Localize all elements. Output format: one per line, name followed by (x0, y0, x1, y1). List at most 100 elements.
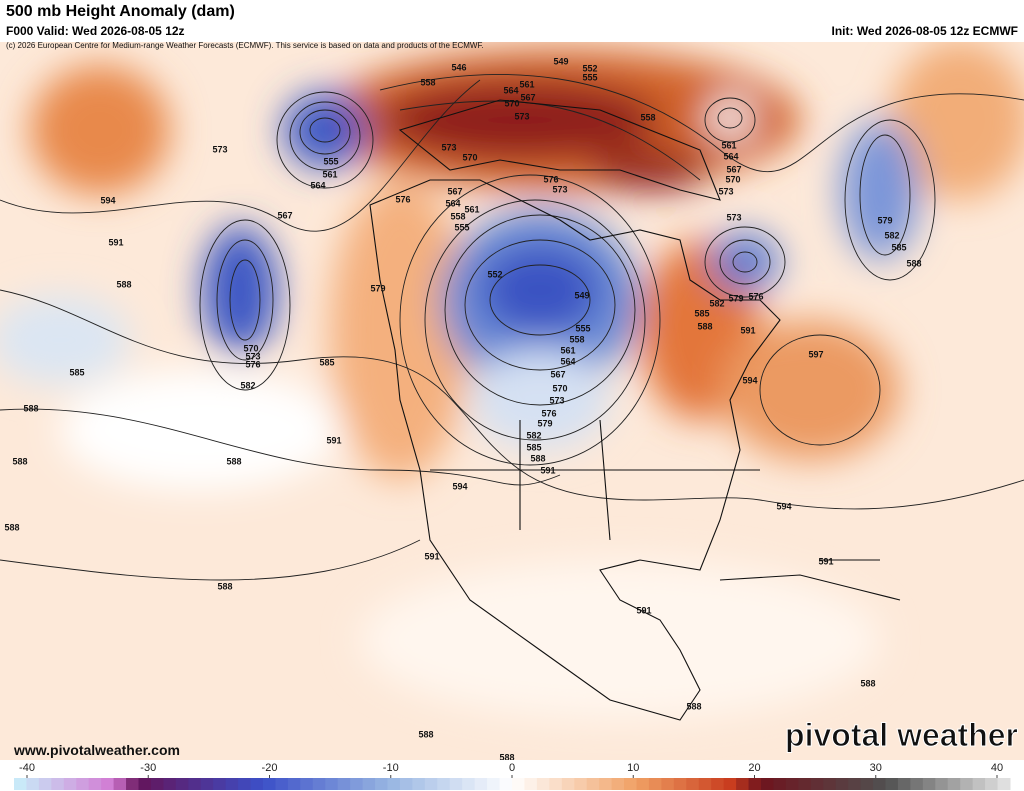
colorbar-segment (412, 778, 426, 790)
contour-label: 558 (450, 211, 465, 221)
contour-label: 573 (726, 212, 741, 222)
contour-label: 591 (636, 605, 651, 615)
contour-label: 570 (504, 98, 519, 108)
website: www.pivotalweather.com (13, 742, 180, 758)
colorbar-segment (599, 778, 613, 790)
colorbar-segment (51, 778, 65, 790)
colorbar-segment (947, 778, 961, 790)
contour-label: 573 (514, 111, 529, 121)
colorbar-segment (661, 778, 675, 790)
contour-label: 567 (550, 369, 565, 379)
colorbar-segment (287, 778, 301, 790)
colorbar-tick-label: 10 (627, 762, 639, 774)
colorbar-segment (138, 778, 152, 790)
colorbar-segment (810, 778, 824, 790)
contour-label: 561 (721, 140, 736, 150)
contour-label: 558 (420, 77, 435, 87)
colorbar-segment (636, 778, 650, 790)
contour-label: 576 (541, 408, 556, 418)
colorbar-tick-label: 20 (748, 762, 760, 774)
colorbar-segment (101, 778, 115, 790)
contour-label: 585 (526, 442, 541, 452)
contour-label: 549 (574, 290, 589, 300)
contour-label: 576 (748, 291, 763, 301)
contour-label: 591 (540, 465, 555, 475)
height-contours (0, 74, 1024, 581)
contour-label: 588 (226, 456, 241, 466)
contour-label: 570 (552, 383, 567, 393)
contour-label: 582 (709, 298, 724, 308)
colorbar-segment (188, 778, 202, 790)
colorbar-segment (88, 778, 102, 790)
contour-label: 594 (776, 501, 791, 511)
colorbar-segment (611, 778, 625, 790)
contour-label: 582 (240, 380, 255, 390)
colorbar-segment (761, 778, 774, 790)
contour-label: 561 (322, 169, 337, 179)
contour-label: 573 (212, 144, 227, 154)
colorbar-segment (985, 778, 999, 790)
coastlines (369, 99, 901, 721)
colorbar-segment (113, 778, 127, 790)
contour-label: 564 (445, 198, 460, 208)
contour-label: 588 (906, 258, 921, 268)
colorbar-segment (910, 778, 924, 790)
contour-label: 564 (503, 85, 518, 95)
colorbar-segment (26, 778, 40, 790)
contour-label: 576 (543, 174, 558, 184)
colorbar-segment (38, 778, 52, 790)
contour-label: 588 (217, 581, 232, 591)
colorbar-segment (387, 778, 401, 790)
contour-label: 561 (560, 345, 575, 355)
colorbar-segment (499, 778, 513, 790)
contour-label: 588 (23, 403, 38, 413)
valid-time: F000 Valid: Wed 2026-08-05 12z (6, 24, 185, 38)
contour-label: 588 (4, 522, 19, 532)
contour-label: 573 (549, 395, 564, 405)
contour-label: 576 (245, 359, 260, 369)
colorbar-segment (673, 778, 687, 790)
init-time: Init: Wed 2026-08-05 12z ECMWF (832, 24, 1019, 38)
contour-label: 579 (370, 283, 385, 293)
colorbar-tick-label: 40 (991, 762, 1003, 774)
contour-label: 594 (742, 375, 757, 385)
contour-label: 570 (462, 152, 477, 162)
contour-label: 579 (728, 293, 743, 303)
contour-label: 564 (310, 180, 325, 190)
colorbar-segment (263, 778, 276, 790)
contour-label: 579 (537, 418, 552, 428)
contour-label: 594 (100, 195, 115, 205)
colorbar-segment (238, 778, 252, 790)
colorbar-segment (561, 778, 575, 790)
colorbar-segment (698, 778, 712, 790)
colorbar-segment (225, 778, 239, 790)
colorbar-segment (586, 778, 600, 790)
colorbar-tick-label: -10 (383, 762, 399, 774)
colorbar-segment (711, 778, 725, 790)
colorbar-segment (536, 778, 550, 790)
credit: (c) 2026 European Centre for Medium-rang… (6, 41, 484, 50)
colorbar-segment (972, 778, 986, 790)
colorbar-segment (624, 778, 637, 790)
colorbar-segment (686, 778, 700, 790)
colorbar-segment (424, 778, 438, 790)
colorbar-segment (798, 778, 812, 790)
contour-label: 552 (487, 269, 502, 279)
contour-label: 573 (552, 184, 567, 194)
colorbar-tick-label: -20 (262, 762, 278, 774)
colorbar-segment (960, 778, 974, 790)
colorbar-segment (126, 778, 139, 790)
colorbar-segment (399, 778, 413, 790)
contour-label: 567 (447, 186, 462, 196)
colorbar-segment (748, 778, 762, 790)
contour-label: 570 (725, 174, 740, 184)
contour-label: 573 (245, 351, 260, 361)
colorbar-segment (163, 778, 177, 790)
contour-label: 567 (726, 164, 741, 174)
colorbar-segment (375, 778, 388, 790)
colorbar-segment (449, 778, 463, 790)
colorbar-segment (835, 778, 849, 790)
colorbar-segment (437, 778, 451, 790)
colorbar-segment (885, 778, 899, 790)
